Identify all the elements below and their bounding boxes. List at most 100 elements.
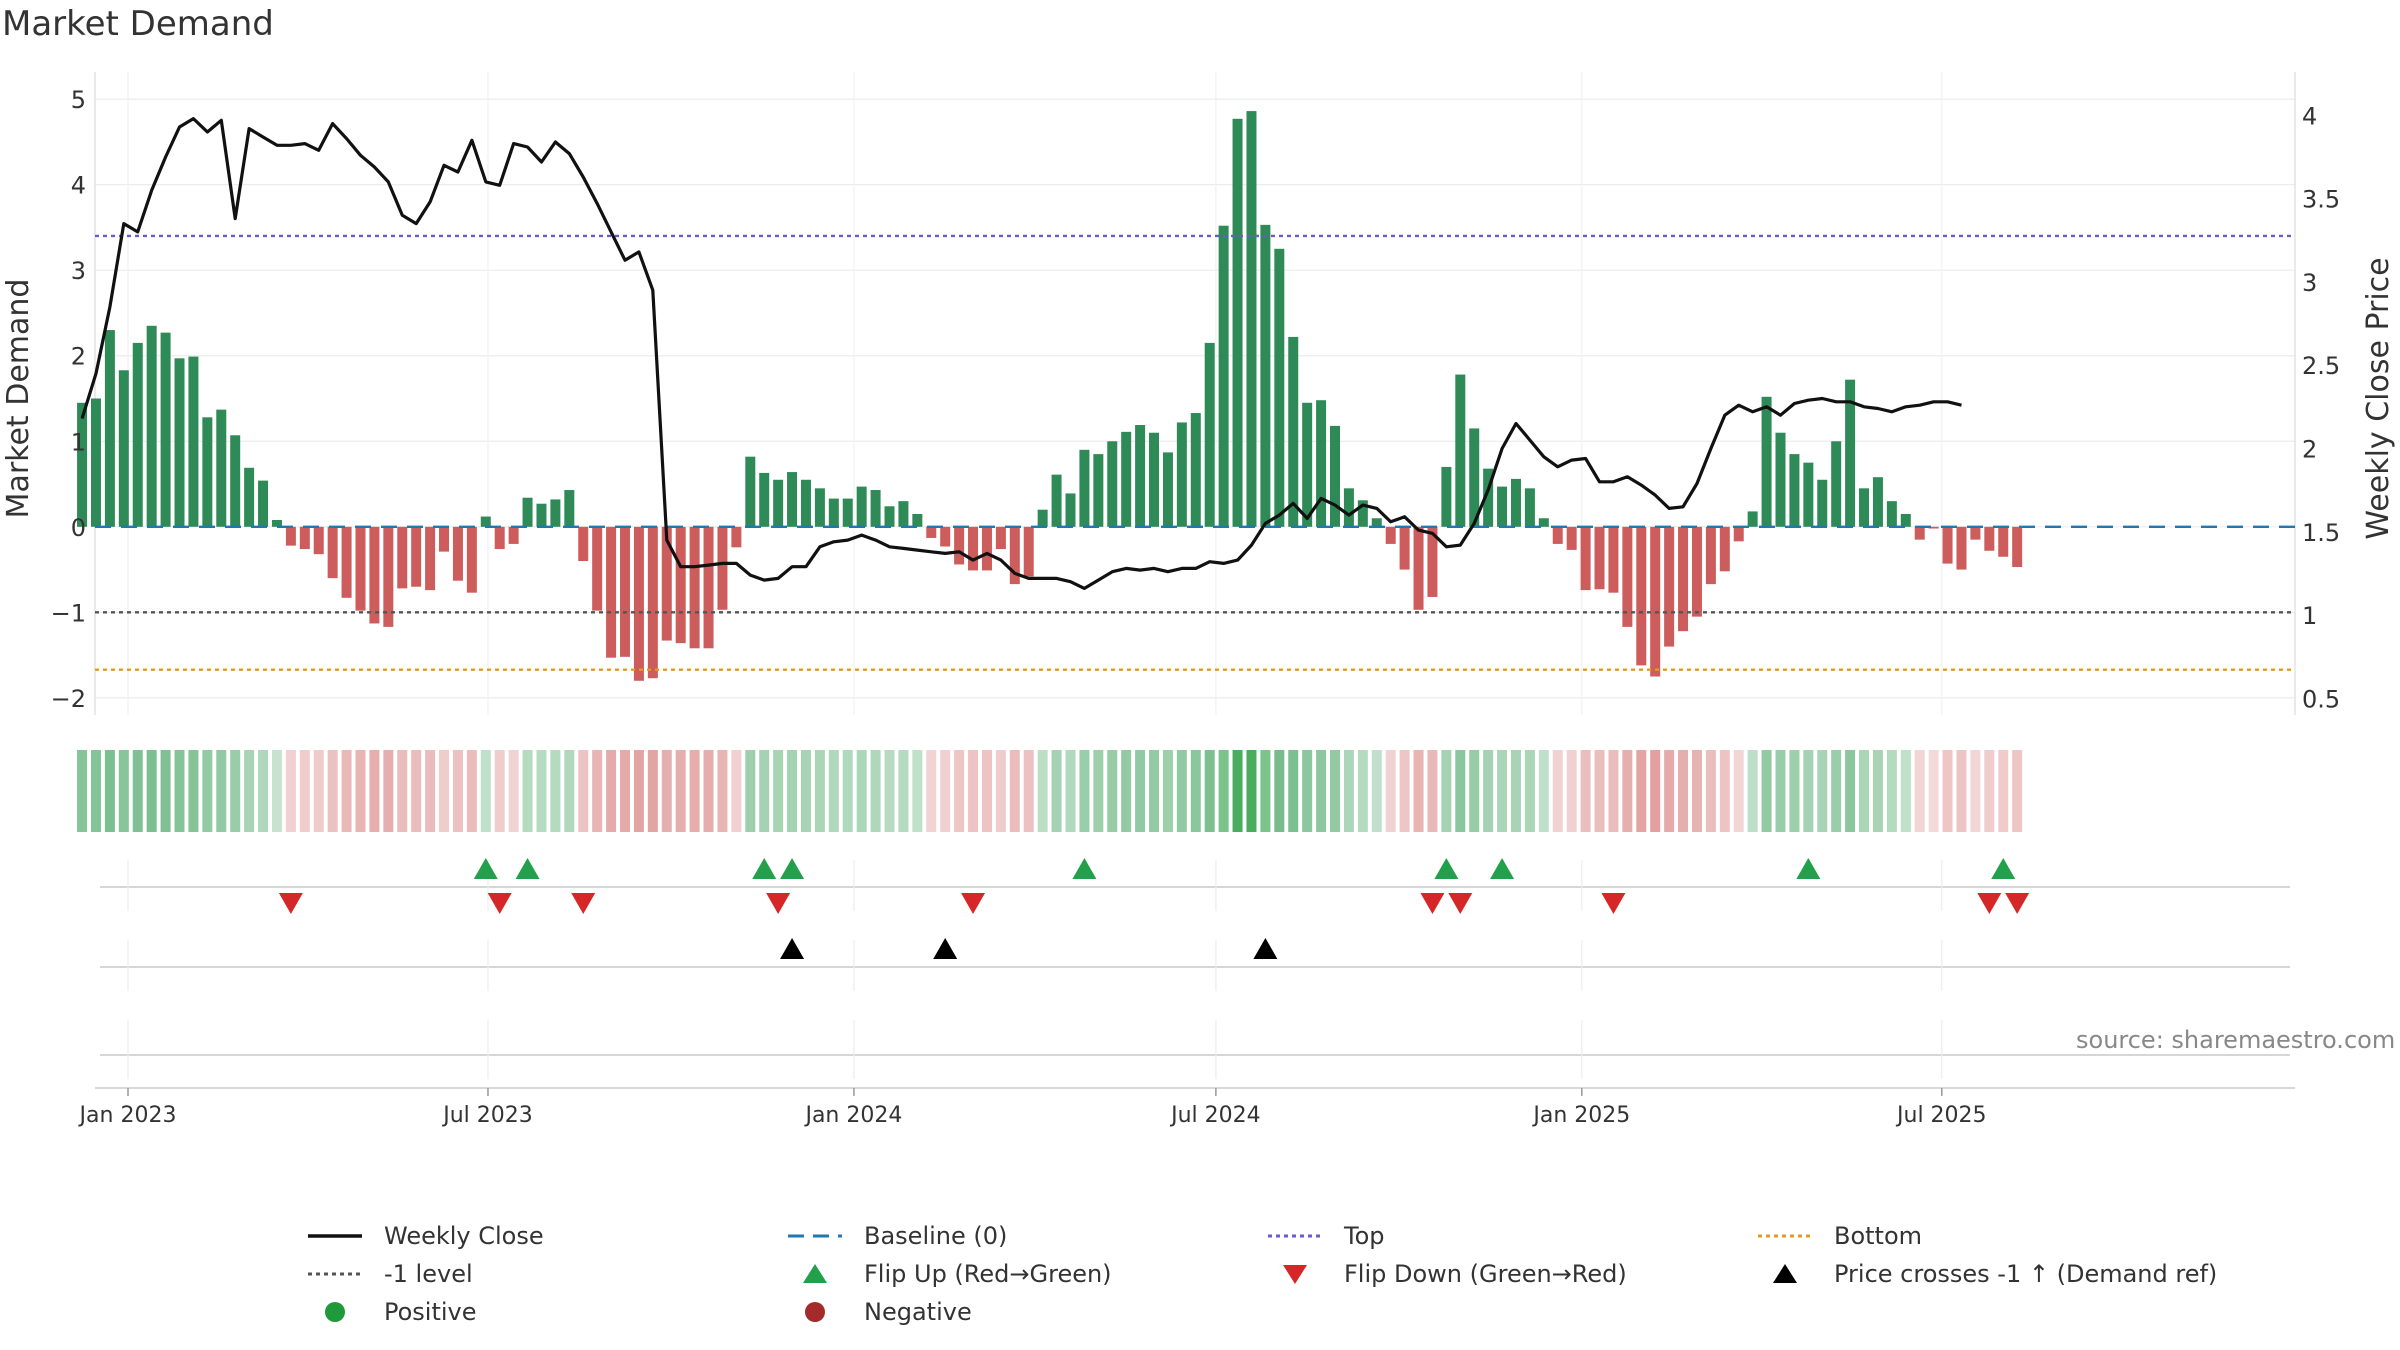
demand-bar-positive: [1079, 449, 1090, 527]
legend-item-baseline: Baseline (0): [780, 1218, 1007, 1254]
legend-swatch-negative: [805, 1302, 825, 1322]
legend-item-flip-down: Flip Down (Green→Red): [1260, 1256, 1627, 1292]
demand-bar-positive: [1121, 431, 1132, 527]
heat-cell: [522, 750, 533, 832]
heat-cell: [1886, 750, 1897, 832]
demand-bar-positive: [216, 409, 227, 527]
heat-cell: [675, 750, 686, 832]
demand-bar-positive: [160, 332, 171, 527]
demand-bar-positive: [1190, 413, 1201, 527]
heat-cell: [1664, 750, 1675, 832]
heat-cell: [1845, 750, 1856, 832]
heat-cell: [258, 750, 269, 832]
heat-cell: [1413, 750, 1424, 832]
heat-cell: [383, 750, 394, 832]
flip-down-marker: [571, 893, 596, 914]
y-tick-label: 0: [71, 514, 86, 542]
heat-cell: [1719, 750, 1730, 832]
demand-bar-positive: [828, 498, 839, 527]
demand-bar-negative: [341, 526, 352, 598]
heat-cell: [104, 750, 115, 832]
demand-bar-negative: [299, 526, 310, 550]
demand-bar-positive: [1316, 400, 1327, 527]
demand-bar-negative: [968, 526, 979, 571]
heat-cell: [1483, 750, 1494, 832]
heat-cell: [884, 750, 895, 832]
demand-bar-positive: [271, 519, 282, 527]
y-tick-label: 1: [71, 428, 86, 456]
heat-cell: [1469, 750, 1480, 832]
legend-label: Negative: [864, 1298, 972, 1326]
heat-cell: [1330, 750, 1341, 832]
axes: 5 4 3 2 1 0 −1 −2 4 3.5 3 2.5 2 1.5 1 0.5 Market Demand W…: [1, 86, 2396, 1128]
y-tick-label: 2: [71, 343, 86, 371]
heat-cell: [981, 750, 992, 832]
grid-layer: [94, 72, 2296, 715]
demand-bar-negative: [1413, 526, 1424, 610]
demand-bar-positive: [90, 398, 101, 527]
demand-bar-positive: [1775, 432, 1786, 527]
heat-cell: [1747, 750, 1758, 832]
demand-bar-negative: [981, 526, 992, 571]
source-note: source: sharemaestro.com: [2076, 1026, 2396, 1054]
demand-bar-negative: [940, 526, 951, 547]
demand-bar-positive: [1845, 379, 1856, 527]
x-tick-label: Jul 2023: [441, 1103, 533, 1128]
price-cross-marker: [933, 938, 958, 959]
demand-bar-negative: [494, 526, 505, 550]
legend-swatch-close: [308, 1234, 362, 1238]
heat-cell: [1316, 750, 1327, 832]
heat-cell: [578, 750, 589, 832]
heat-cell: [1984, 750, 1995, 832]
heat-cell: [731, 750, 742, 832]
demand-bar-positive: [146, 325, 157, 527]
demand-bar-positive: [1747, 511, 1758, 527]
heat-cell: [1246, 750, 1257, 832]
y-tick-label: 3: [71, 257, 86, 285]
demand-bar-positive: [1455, 374, 1466, 527]
heat-cell: [118, 750, 129, 832]
heat-cell: [647, 750, 658, 832]
demand-bar-negative: [1914, 526, 1925, 540]
demand-bar-positive: [1538, 518, 1549, 527]
demand-bar-negative: [1650, 526, 1661, 677]
demand-bar-positive: [912, 513, 923, 527]
legend-label: Baseline (0): [864, 1222, 1008, 1250]
heat-cell: [1149, 750, 1160, 832]
heat-cell: [759, 750, 770, 832]
price-cross-marker: [780, 938, 805, 959]
heat-cell: [1121, 750, 1132, 832]
demand-bar-positive: [1497, 486, 1508, 527]
heat-cell: [271, 750, 282, 832]
heat-cell: [1803, 750, 1814, 832]
demand-bar-positive: [898, 501, 909, 527]
heat-cell: [1566, 750, 1577, 832]
legend-swatch-bottom: [1758, 1234, 1812, 1238]
heat-cell: [1009, 750, 1020, 832]
heat-cell: [1761, 750, 1772, 832]
demand-bar-negative: [1427, 526, 1438, 597]
heat-cell: [397, 750, 408, 832]
demand-bar-negative: [1594, 526, 1605, 590]
demand-bar-negative: [313, 526, 324, 555]
demand-bar-positive: [814, 488, 825, 527]
heat-cell: [703, 750, 714, 832]
heat-cell: [717, 750, 728, 832]
demand-bar-negative: [425, 526, 436, 591]
flip-up-marker: [1434, 858, 1459, 879]
heat-cell: [480, 750, 491, 832]
demand-bar-negative: [1998, 526, 2009, 557]
demand-bar-negative: [2012, 526, 2023, 568]
flip-down-marker: [766, 893, 791, 914]
demand-bar-negative: [954, 526, 965, 565]
heat-cell: [1831, 750, 1842, 832]
demand-bar-negative: [661, 526, 672, 641]
heat-cell: [1288, 750, 1299, 832]
demand-bar-negative: [452, 526, 463, 581]
heat-cell: [633, 750, 644, 832]
demand-bar-positive: [1065, 493, 1076, 527]
heat-cell: [1274, 750, 1285, 832]
demand-bar-positive: [1817, 479, 1828, 527]
heat-cell: [202, 750, 213, 832]
demand-bar-negative: [606, 526, 617, 658]
